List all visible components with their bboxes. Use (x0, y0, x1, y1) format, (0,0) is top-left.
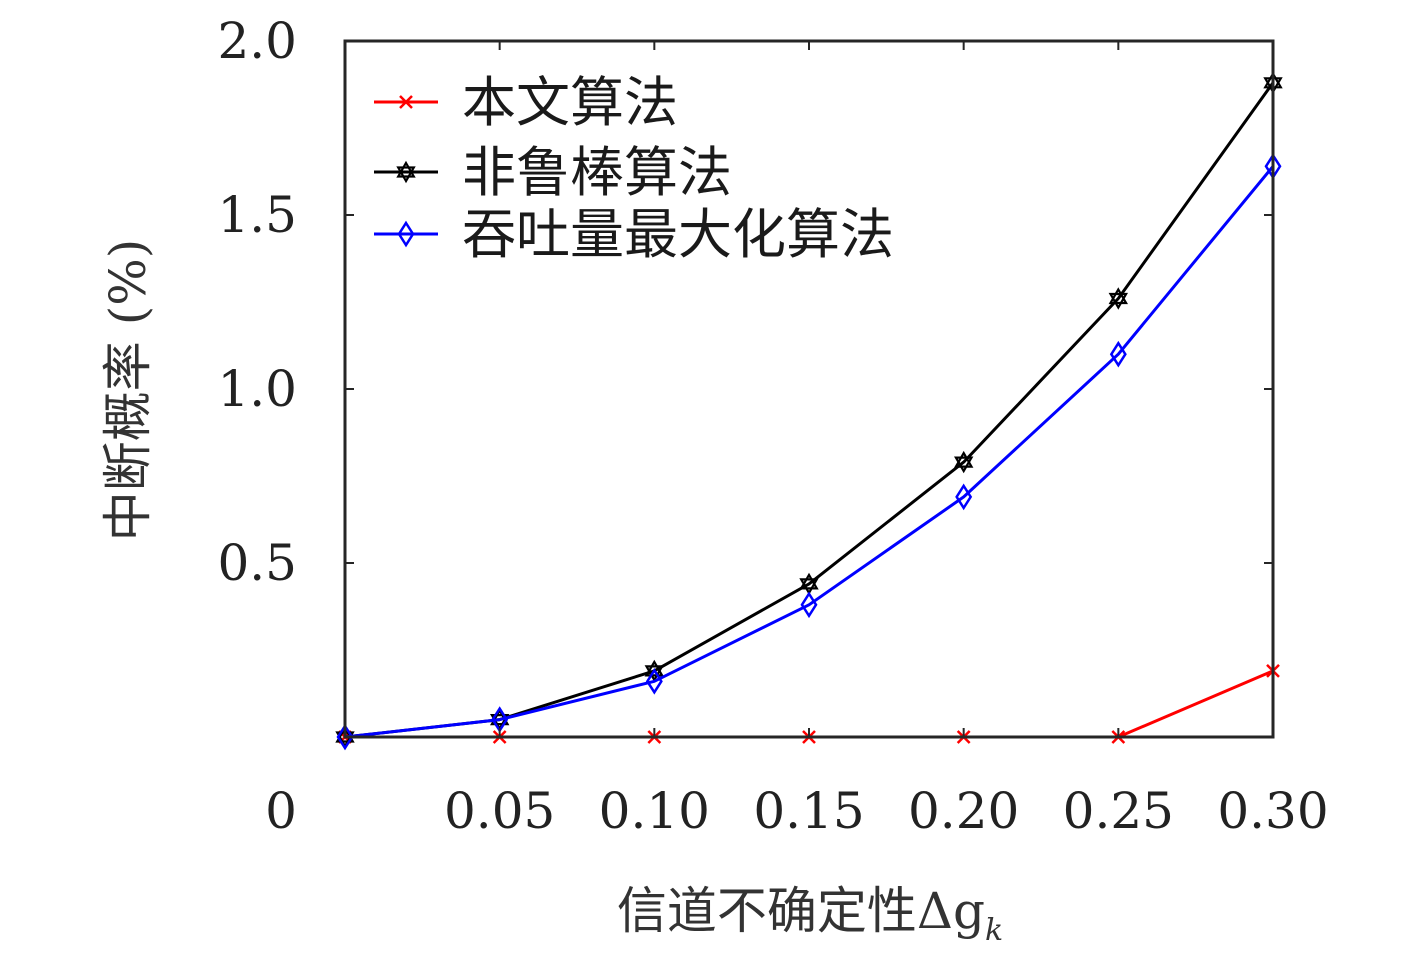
hexagram-marker-up (644, 659, 665, 677)
diamond-marker (645, 667, 663, 695)
diamond-marker (397, 220, 415, 248)
hexagram-marker-up (799, 572, 819, 590)
diamond-marker (800, 591, 818, 619)
y-tick-label: 1.0 (217, 360, 297, 418)
legend-label: 非鲁棒算法 (462, 141, 732, 204)
hexagram-marker-down (799, 578, 819, 596)
x-tick-label: 0.25 (1063, 782, 1174, 840)
x-tick-label: 0.30 (1217, 782, 1328, 840)
y-axis: 0.5 1.0 1.5 2.0 (217, 12, 1273, 592)
x-axis-title-subscript: k (985, 913, 1003, 948)
hexagram-marker-up (396, 160, 416, 178)
x-tick-label: 0.15 (753, 782, 864, 840)
y-tick-label: 2.0 (217, 12, 297, 70)
x-tick-label: 0 (265, 782, 297, 840)
legend-item: 非鲁棒算法 (374, 141, 732, 204)
legend-label: 本文算法 (462, 71, 678, 134)
diamond-marker (336, 723, 354, 751)
hexagram-marker-down (644, 665, 665, 683)
x-tick-label: 0.05 (444, 782, 555, 840)
hexagram-marker-up (953, 450, 974, 468)
y-axis-title: 中断概率 (%) (99, 239, 157, 541)
y-tick-label: 0.5 (217, 534, 297, 592)
x-tick-label: 0.10 (599, 782, 710, 840)
diamond-marker (955, 483, 973, 511)
legend-item: 吞吐量最大化算法 (374, 203, 894, 266)
hexagram-marker-down (489, 713, 510, 731)
x-axis-title-main: 信道不确定性Δg (617, 882, 985, 940)
series-line (345, 669, 1274, 739)
hexagram-marker-down (953, 456, 974, 474)
legend-label: 吞吐量最大化算法 (462, 203, 894, 266)
hexagram-marker-up (1108, 287, 1129, 305)
x-tick-label: 0.20 (908, 782, 1019, 840)
x-axis: 0 0.05 0.10 0.15 0.20 0.25 0.30 (265, 41, 1329, 840)
x-axis-title: 信道不确定性Δgk (617, 882, 1003, 948)
series-line (344, 165, 1275, 739)
hexagram-marker-down (1108, 292, 1129, 310)
hexagram-marker-up (335, 725, 355, 743)
diamond-marker (1109, 340, 1127, 368)
x-marker (399, 95, 413, 109)
legend-item: 本文算法 (374, 71, 678, 134)
y-tick-label: 1.5 (217, 186, 297, 244)
hexagram-marker-down (396, 166, 416, 184)
